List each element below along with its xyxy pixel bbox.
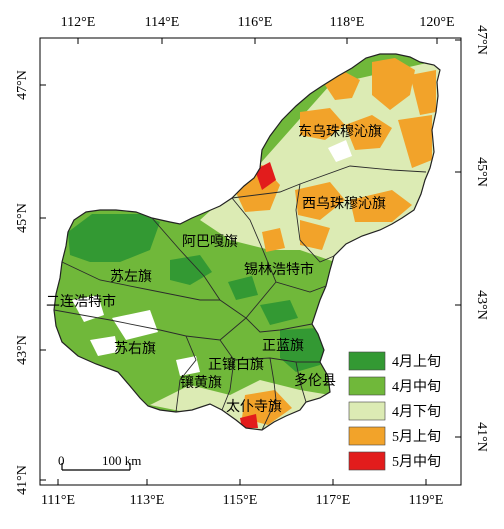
place-label-duolun: 多伦县 (294, 372, 336, 389)
legend-swatch-may-early (348, 426, 386, 446)
place-label-erlian: 二连浩特市 (46, 293, 116, 310)
tick-right-3: 41°N (474, 422, 489, 452)
legend-label-apr-early: 4月上旬 (392, 354, 441, 370)
no-data-area-5 (176, 356, 200, 376)
may-early-area-6 (398, 115, 432, 168)
no-data-area-3 (90, 336, 118, 356)
tick-right-0: 47°N (474, 25, 489, 55)
place-label-xilinhot: 锡林浩特市 (244, 261, 314, 278)
county-boundaries (53, 165, 427, 431)
may-mid-area-2 (240, 414, 258, 428)
legend-label-may-mid: 5月中旬 (392, 454, 441, 470)
no-data-area-4 (328, 140, 352, 162)
may-early-area-4 (300, 108, 345, 140)
apr-early-area-3 (170, 255, 212, 285)
may-early-area-11 (262, 228, 285, 252)
legend-label-may-early: 5月上旬 (392, 429, 441, 445)
may-early-area-8 (295, 182, 345, 220)
tick-bottom-4: 119°E (409, 493, 444, 508)
tick-bottom-3: 117°E (316, 493, 351, 508)
tick-left-0: 47°N (15, 70, 30, 100)
tick-top-3: 118°E (330, 15, 365, 30)
place-label-zhengxiangbai: 正镶白旗 (208, 356, 264, 373)
legend-swatch-may-mid (348, 451, 386, 471)
tick-top-4: 120°E (419, 15, 454, 30)
left-axis-labels: 47°N 45°N 43°N 41°N (15, 70, 30, 495)
legend-swatch-apr-mid (348, 376, 386, 396)
legend-swatch-apr-late (348, 401, 386, 421)
no-data-area-1 (72, 295, 104, 322)
right-axis-labels: 47°N 45°N 43°N 41°N (474, 25, 489, 452)
axis-ticks (40, 38, 461, 485)
tick-bottom-2: 115°E (223, 493, 258, 508)
place-label-abaga: 阿巴嘎旗 (182, 234, 238, 250)
place-labels: 东乌珠穆沁旗 西乌珠穆沁旗 阿巴嘎旗 锡林浩特市 苏左旗 二连浩特市 苏右旗 正… (46, 124, 386, 415)
scale-end-label: 100 km (102, 453, 141, 468)
may-early-area-2 (372, 58, 415, 110)
legend-label-apr-late: 4月下旬 (392, 404, 441, 420)
tick-top-1: 114°E (145, 15, 180, 30)
tick-left-2: 43°N (15, 335, 30, 365)
legend-label-apr-mid: 4月中旬 (392, 379, 441, 395)
scale-start-label: 0 (58, 453, 65, 468)
apr-early-area-1 (68, 214, 160, 262)
place-label-suyou: 苏右旗 (114, 341, 156, 357)
tick-left-3: 41°N (15, 465, 30, 495)
place-label-dongwu: 东乌珠穆沁旗 (298, 124, 382, 140)
tick-bottom-1: 113°E (130, 493, 165, 508)
scale-bar: 0 100 km (58, 453, 141, 471)
may-mid-area-1 (255, 162, 276, 190)
tick-bottom-0: 111°E (41, 493, 75, 508)
may-early-area-10 (300, 220, 330, 250)
bottom-axis-labels: 111°E 113°E 115°E 117°E 119°E (41, 493, 443, 508)
place-label-suzuo: 苏左旗 (110, 269, 152, 285)
place-label-xiwu: 西乌珠穆沁旗 (302, 196, 386, 212)
region-outline (53, 53, 441, 431)
tick-right-2: 43°N (474, 290, 489, 320)
legend-swatch-apr-early (348, 351, 386, 371)
tick-left-1: 45°N (15, 203, 30, 233)
place-label-taipusi: 太仆寺旗 (226, 399, 282, 415)
top-axis-labels: 112°E 114°E 116°E 118°E 120°E (61, 15, 455, 30)
apr-early-area-5 (228, 276, 258, 300)
place-label-xianghuang: 镶黄旗 (180, 374, 222, 391)
legend: 4月上旬 4月中旬 4月下旬 5月上旬 5月中旬 (348, 351, 441, 471)
may-early-area-1 (325, 72, 360, 100)
apr-early-area-4 (260, 300, 298, 325)
tick-top-2: 116°E (238, 15, 273, 30)
tick-top-0: 112°E (61, 15, 96, 30)
may-early-area-3 (410, 70, 436, 115)
may-early-area-5 (345, 115, 392, 150)
may-early-area-9 (350, 190, 412, 222)
tick-right-1: 45°N (474, 157, 489, 187)
place-label-zhenglan: 正蓝旗 (262, 338, 304, 354)
